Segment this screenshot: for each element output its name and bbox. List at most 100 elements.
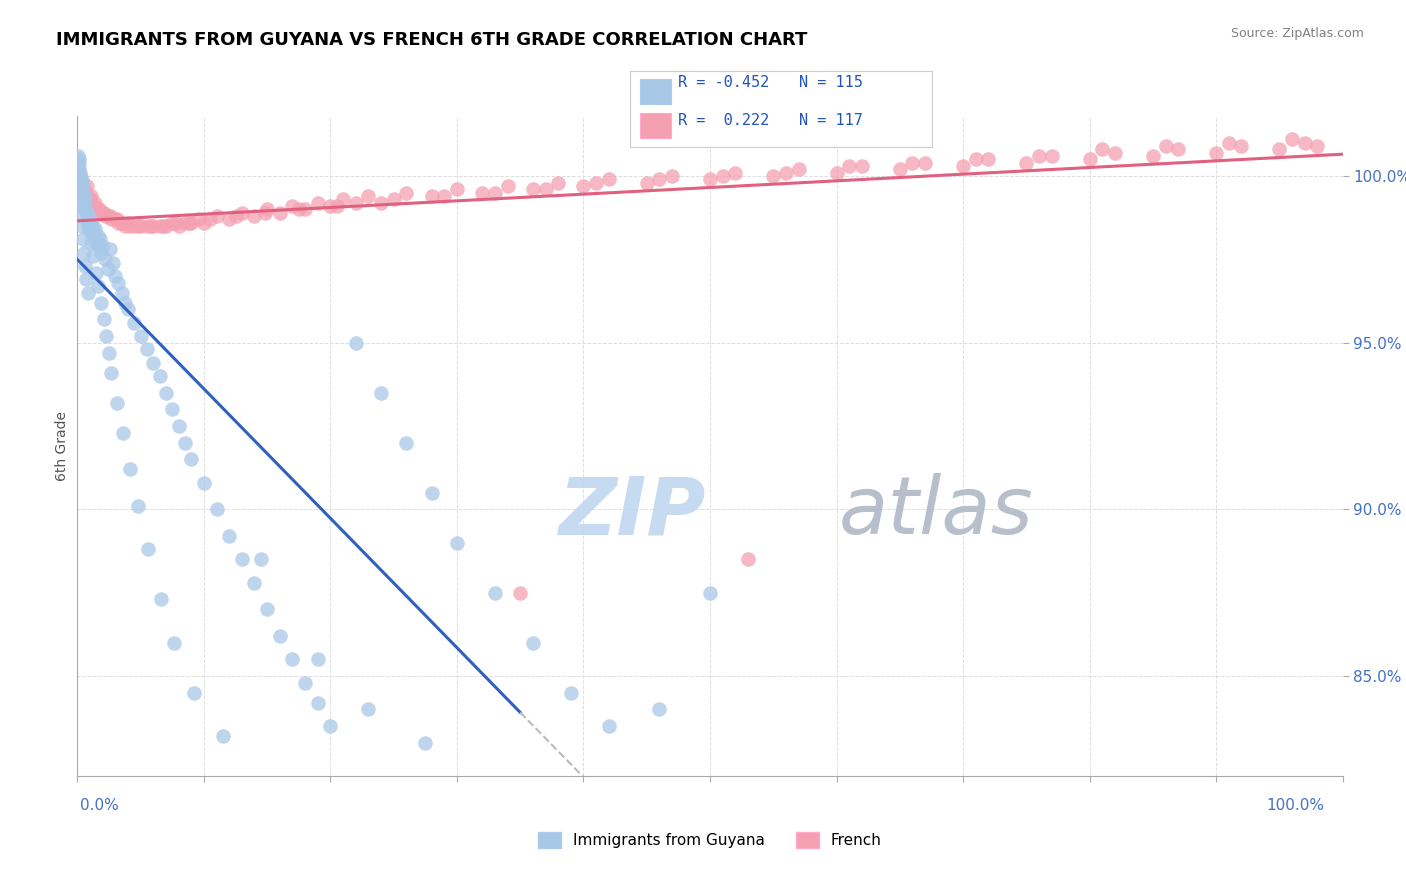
Point (162, 216, 183, 230)
Point (661, 169, 683, 183)
Point (901, 155, 924, 169)
Point (105, 395, 128, 409)
Point (598, 172, 620, 186)
Text: Source: ZipAtlas.com: Source: ZipAtlas.com (1230, 27, 1364, 40)
Point (96, 329, 118, 343)
Point (186, 212, 209, 227)
Point (87, 202, 110, 217)
Point (80, 189, 103, 203)
Point (281, 652, 304, 666)
Point (73, 186, 96, 200)
Point (218, 529, 240, 543)
Point (86, 229, 108, 244)
Point (162, 636, 184, 650)
Point (395, 186, 418, 200)
Point (69, 169, 91, 183)
Point (82, 219, 104, 233)
Point (307, 195, 329, 210)
Point (75, 259, 97, 273)
Point (471, 186, 494, 200)
Point (86, 235, 108, 250)
Point (124, 316, 146, 330)
Text: atlas: atlas (839, 473, 1033, 551)
Point (420, 485, 443, 500)
Point (77, 209, 100, 223)
Point (86, 202, 108, 217)
Point (72, 178, 94, 193)
Point (370, 195, 392, 210)
Point (69, 189, 91, 203)
Text: 100.0%: 100.0% (1267, 798, 1324, 813)
Point (70, 176, 93, 190)
Point (1091, 142, 1114, 156)
Point (205, 209, 228, 223)
Point (256, 202, 278, 217)
Text: ZIP: ZIP (558, 473, 706, 551)
Point (496, 178, 519, 193)
Point (294, 202, 316, 217)
Point (114, 295, 136, 310)
Point (117, 216, 139, 230)
Point (104, 212, 127, 227)
Point (70, 192, 93, 206)
Point (889, 162, 911, 177)
Point (139, 219, 162, 233)
Point (120, 219, 142, 233)
Point (1028, 149, 1050, 163)
Point (522, 182, 544, 196)
Point (370, 385, 392, 400)
Point (174, 435, 197, 450)
Point (69, 172, 91, 186)
Point (98, 242, 121, 256)
Point (70, 219, 93, 233)
Point (560, 686, 582, 700)
Point (75, 205, 97, 219)
Point (120, 462, 142, 476)
Point (357, 189, 380, 203)
Point (67, 153, 90, 167)
Point (83, 229, 105, 244)
Point (93, 312, 115, 326)
Point (307, 696, 329, 710)
Point (89, 205, 111, 219)
Point (72, 232, 94, 246)
Text: R = -0.452: R = -0.452 (678, 75, 769, 89)
Point (253, 205, 276, 219)
Point (382, 192, 405, 206)
Point (67, 159, 90, 173)
Point (142, 356, 165, 370)
Point (149, 369, 172, 384)
Point (75, 272, 97, 286)
Point (70, 176, 93, 190)
Point (152, 219, 174, 233)
Legend: Immigrants from Guyana, French: Immigrants from Guyana, French (531, 826, 889, 855)
Point (79, 222, 101, 236)
Point (69, 209, 91, 223)
Text: N = 117: N = 117 (799, 113, 862, 128)
Point (1205, 145, 1227, 160)
Point (636, 176, 658, 190)
Point (67, 162, 90, 177)
Point (1078, 153, 1101, 167)
Point (76, 212, 98, 227)
Point (243, 575, 266, 590)
Point (180, 216, 202, 230)
Point (699, 585, 721, 599)
Point (231, 205, 253, 219)
Point (737, 552, 759, 566)
Point (269, 205, 291, 219)
Point (326, 199, 349, 213)
Point (484, 186, 506, 200)
Point (100, 366, 122, 380)
Point (395, 435, 418, 450)
Point (79, 235, 101, 250)
Point (107, 276, 129, 290)
Point (136, 343, 159, 357)
Point (344, 335, 367, 350)
Point (129, 329, 152, 343)
Point (332, 192, 354, 206)
Point (446, 182, 468, 196)
Text: IMMIGRANTS FROM GUYANA VS FRENCH 6TH GRADE CORRELATION CHART: IMMIGRANTS FROM GUYANA VS FRENCH 6TH GRA… (56, 31, 807, 49)
Point (344, 195, 367, 210)
Point (1294, 136, 1316, 150)
